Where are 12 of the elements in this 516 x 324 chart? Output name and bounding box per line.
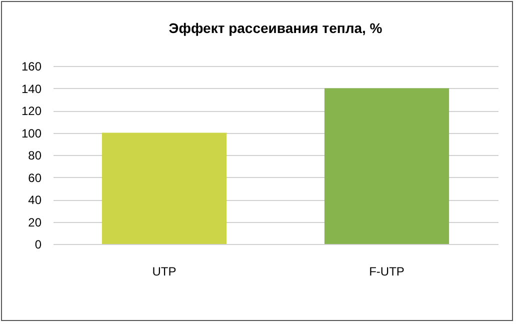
x-tick-label: UTP [152, 264, 176, 278]
y-tick-label: 40 [28, 193, 42, 207]
y-tick-label: 0 [34, 238, 42, 252]
y-tick-label: 60 [28, 170, 42, 185]
chart-title: Эффект рассеивания тепла, % [168, 20, 383, 36]
x-tick-label: F-UTP [369, 264, 404, 278]
y-tick-label: 120 [21, 104, 42, 118]
y-tick-label: 160 [21, 60, 42, 74]
y-tick-label: 140 [21, 82, 42, 96]
y-tick-label: 80 [28, 148, 42, 162]
y-tick-label: 100 [21, 126, 42, 140]
y-tick-label: 20 [28, 215, 42, 230]
